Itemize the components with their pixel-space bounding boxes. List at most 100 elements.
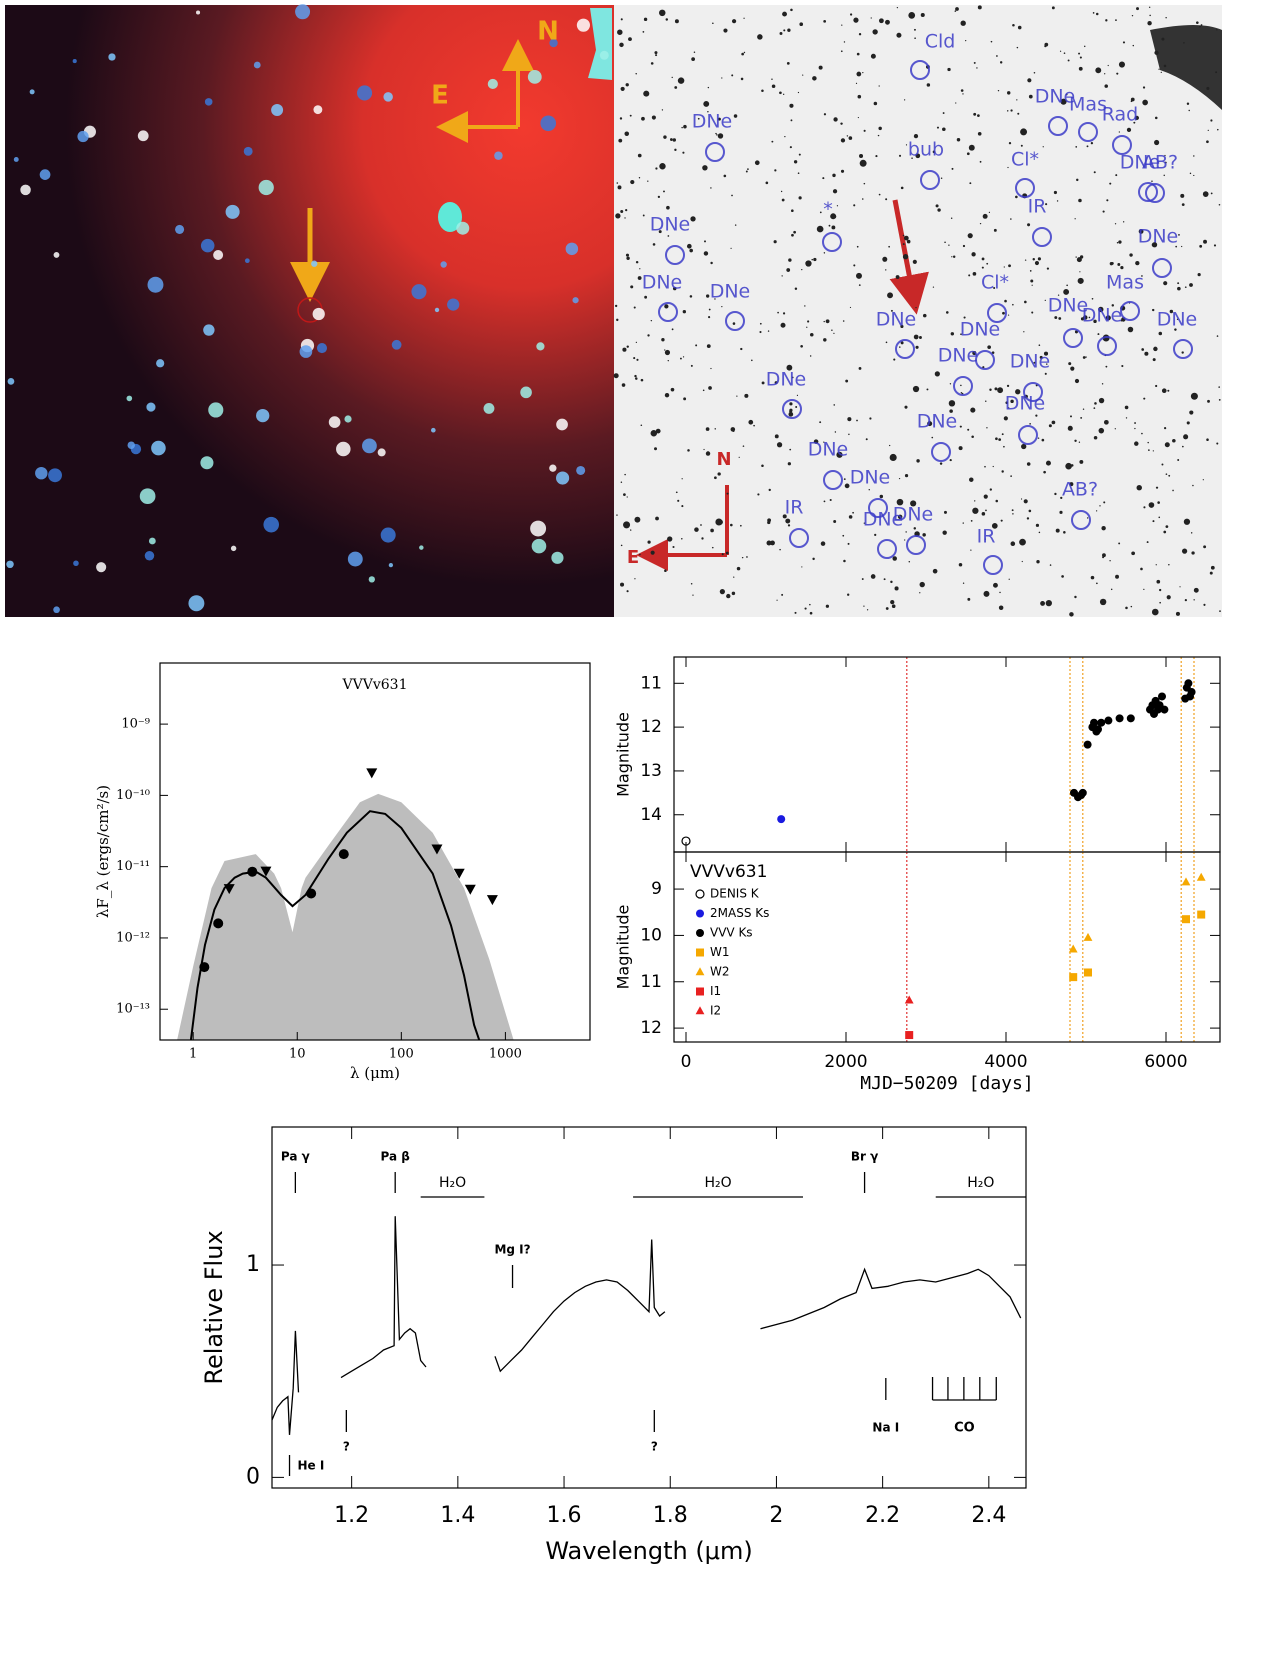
- star: [951, 256, 953, 258]
- star: [650, 550, 655, 555]
- star: [1136, 484, 1142, 491]
- star: [872, 29, 878, 35]
- star: [940, 177, 943, 179]
- star: [804, 607, 807, 610]
- star: [53, 606, 60, 614]
- star: [1078, 198, 1082, 203]
- star: [690, 216, 696, 222]
- star: [1069, 482, 1074, 487]
- star: [1007, 314, 1010, 316]
- object-label: Rad: [1102, 104, 1139, 126]
- star: [823, 320, 825, 323]
- star: [887, 292, 894, 299]
- star: [744, 393, 749, 398]
- star: [549, 464, 557, 472]
- star: [1093, 171, 1096, 174]
- star: [1155, 486, 1159, 489]
- star: [999, 61, 1003, 64]
- star: [1007, 166, 1009, 169]
- point: [1078, 788, 1087, 797]
- star: [708, 308, 711, 311]
- point: [1182, 915, 1190, 924]
- star: [710, 528, 714, 533]
- star: [847, 417, 852, 422]
- star: [948, 244, 950, 246]
- x-axis-label: MJD−50209 [days]: [860, 1073, 1033, 1094]
- star: [858, 33, 862, 36]
- star: [1027, 78, 1032, 83]
- star: [1131, 14, 1134, 17]
- star: [791, 376, 794, 379]
- star: [856, 245, 859, 248]
- star: [1011, 509, 1014, 512]
- star: [1152, 520, 1155, 523]
- star: [661, 109, 664, 111]
- star: [661, 338, 665, 342]
- star: [949, 458, 952, 462]
- star: [878, 193, 881, 196]
- star: [902, 234, 905, 237]
- object-label: DNe: [1048, 295, 1089, 317]
- star: [1159, 601, 1161, 604]
- star: [900, 186, 904, 190]
- star: [316, 342, 328, 354]
- star: [833, 520, 837, 523]
- model-envelope: [177, 793, 514, 1040]
- star: [979, 222, 982, 225]
- star: [757, 34, 763, 40]
- star: [793, 160, 798, 164]
- star: [377, 448, 386, 457]
- star: [1090, 142, 1094, 145]
- star: [945, 311, 949, 314]
- star: [682, 356, 685, 358]
- star: [942, 530, 947, 535]
- star: [1110, 261, 1114, 265]
- point: [464, 884, 476, 895]
- star: [922, 533, 926, 537]
- star: [973, 112, 977, 116]
- star: [663, 190, 665, 193]
- star: [1103, 501, 1106, 504]
- star: [1120, 319, 1123, 322]
- star: [694, 527, 699, 532]
- star: [639, 268, 641, 270]
- star: [926, 388, 929, 391]
- star: [844, 483, 850, 489]
- object-circle: [906, 535, 926, 555]
- star: [677, 77, 685, 84]
- star: [905, 144, 908, 146]
- star: [989, 488, 992, 491]
- star: [1063, 289, 1070, 295]
- star: [942, 127, 946, 132]
- star: [816, 225, 824, 233]
- band-label: H₂O: [967, 1175, 994, 1191]
- star: [1017, 112, 1020, 115]
- star: [963, 316, 966, 319]
- star: [1190, 392, 1198, 400]
- star: [630, 285, 634, 289]
- star: [243, 146, 253, 156]
- star: [1028, 94, 1033, 99]
- point: [1160, 705, 1169, 714]
- star: [915, 306, 917, 309]
- star: [671, 76, 673, 79]
- star: [890, 600, 895, 605]
- star: [706, 344, 711, 349]
- object-label: DNe: [1035, 86, 1076, 108]
- star: [806, 326, 808, 328]
- star: [1143, 397, 1146, 400]
- star: [1165, 525, 1169, 528]
- star: [1086, 145, 1089, 148]
- star: [1179, 586, 1181, 588]
- legend-label: W2: [710, 965, 730, 979]
- star: [740, 77, 744, 81]
- object-circle: [1138, 182, 1158, 202]
- star: [1109, 560, 1111, 562]
- star: [1147, 441, 1149, 444]
- star: [1001, 433, 1004, 436]
- star: [1054, 492, 1057, 496]
- star: [840, 50, 843, 53]
- x-tick-label: 4000: [984, 1052, 1027, 1072]
- star: [667, 235, 670, 237]
- star: [328, 416, 341, 428]
